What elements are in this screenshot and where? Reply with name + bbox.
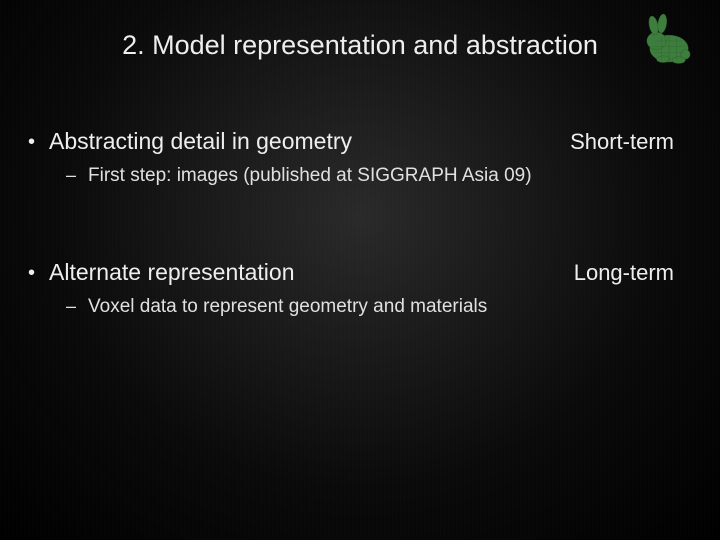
content-block-1: • Abstracting detail in geometry Short-t… bbox=[0, 128, 720, 187]
sub-bullet-row: – Voxel data to represent geometry and m… bbox=[0, 296, 720, 318]
bullet-main: • Alternate representation bbox=[28, 259, 295, 286]
sub-bullet-text: First step: images (published at SIGGRAP… bbox=[88, 165, 532, 187]
tag-short-term: Short-term bbox=[570, 129, 674, 155]
bullet-row: • Alternate representation Long-term bbox=[0, 259, 720, 286]
tag-long-term: Long-term bbox=[574, 260, 674, 286]
sub-bullet-row: – First step: images (published at SIGGR… bbox=[0, 165, 720, 187]
content-block-2: • Alternate representation Long-term – V… bbox=[0, 259, 720, 318]
sub-bullet-text: Voxel data to represent geometry and mat… bbox=[88, 296, 487, 318]
bullet-text: Alternate representation bbox=[49, 259, 295, 286]
dash-marker-icon: – bbox=[66, 165, 76, 186]
bullet-row: • Abstracting detail in geometry Short-t… bbox=[0, 128, 720, 155]
bunny-icon bbox=[640, 12, 698, 64]
slide: 2. Model representation and abstraction bbox=[0, 0, 720, 540]
bullet-main: • Abstracting detail in geometry bbox=[28, 128, 352, 155]
bullet-marker-icon: • bbox=[28, 132, 35, 152]
bullet-marker-icon: • bbox=[28, 263, 35, 283]
slide-title: 2. Model representation and abstraction bbox=[0, 30, 720, 61]
slide-content: • Abstracting detail in geometry Short-t… bbox=[0, 128, 720, 318]
dash-marker-icon: – bbox=[66, 296, 76, 317]
bullet-text: Abstracting detail in geometry bbox=[49, 128, 352, 155]
